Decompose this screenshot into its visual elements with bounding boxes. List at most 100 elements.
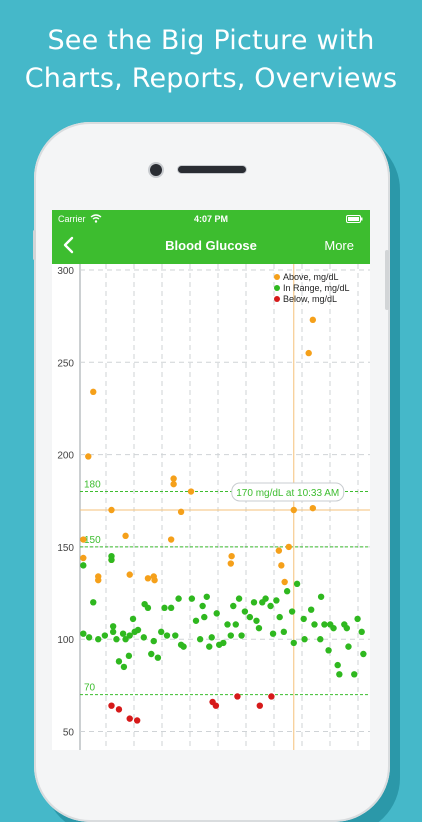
data-point: [276, 613, 283, 621]
legend-marker: [274, 296, 280, 302]
speaker-grille: [178, 166, 246, 173]
data-point: [309, 504, 317, 512]
data-point: [80, 562, 87, 569]
data-point: [175, 595, 182, 602]
data-point: [170, 475, 177, 482]
chart-grid: [79, 264, 370, 750]
reference-lines: 180 150 70: [80, 480, 370, 696]
data-point: [283, 588, 291, 595]
legend-marker: [274, 285, 280, 291]
data-point: [317, 593, 325, 600]
data-point: [246, 613, 254, 621]
data-point: [278, 562, 285, 569]
data-point: [85, 634, 93, 641]
data-point: [140, 634, 147, 641]
data-point: [354, 615, 361, 623]
status-time: 4:07 PM: [193, 214, 228, 224]
data-point: [119, 630, 127, 637]
data-point: [101, 632, 109, 639]
data-point: [80, 554, 87, 562]
data-point: [285, 543, 292, 551]
data-point: [293, 580, 301, 588]
chevron-left-icon[interactable]: [62, 236, 74, 254]
data-point: [224, 621, 231, 628]
data-point: [267, 602, 274, 610]
data-point: [281, 578, 288, 586]
data-point: [230, 602, 237, 610]
data-point: [95, 636, 102, 643]
camera-icon: [150, 164, 162, 176]
data-point: [360, 650, 367, 658]
data-point: [120, 663, 128, 671]
reference-line-label: 180: [84, 480, 101, 491]
headline: See the Big Picture with Charts, Reports…: [0, 22, 422, 98]
data-point: [220, 639, 227, 647]
data-point: [90, 388, 97, 396]
y-axis-labels: 300 250 200 150 100 50: [57, 266, 74, 739]
data-point: [134, 626, 142, 634]
data-point: [150, 637, 157, 645]
data-point: [108, 506, 115, 514]
reference-line-label: 150: [84, 535, 101, 546]
data-point: [269, 630, 277, 637]
legend-marker: [274, 274, 280, 280]
data-point: [241, 608, 249, 615]
tooltip-text: 170 mg/dL at 10:33 AM: [236, 488, 339, 499]
data-point: [255, 624, 263, 632]
data-point: [227, 560, 234, 567]
data-point: [325, 647, 332, 654]
data-point: [144, 575, 152, 582]
data-point: [85, 453, 92, 460]
data-point: [358, 628, 365, 636]
app-screen: Carrier 4:07 PM Blood Glucose More 300 25…: [52, 210, 370, 750]
data-point: [125, 652, 133, 660]
data-point: [187, 488, 195, 495]
data-point: [90, 599, 97, 606]
data-point: [301, 636, 308, 643]
data-point: [108, 556, 115, 564]
data-points: [80, 316, 367, 724]
tooltip-bubble: [231, 482, 345, 502]
data-point: [234, 693, 241, 700]
reference-line-label: 70: [84, 683, 96, 694]
data-point: [290, 639, 297, 647]
data-point: [253, 617, 260, 624]
data-point: [238, 632, 245, 639]
data-point: [235, 595, 243, 602]
data-point: [196, 636, 204, 643]
data-point: [336, 671, 343, 678]
data-point: [227, 632, 234, 639]
data-point: [80, 630, 87, 637]
headline-line1: See the Big Picture with: [47, 25, 375, 56]
data-point: [129, 615, 137, 623]
data-point: [199, 602, 206, 610]
data-point: [232, 621, 239, 628]
data-point: [154, 654, 162, 661]
more-button[interactable]: More: [324, 238, 354, 253]
data-point: [345, 643, 352, 650]
data-point: [311, 621, 318, 628]
data-point: [201, 613, 208, 621]
data-point: [126, 715, 133, 722]
glucose-scatter-chart[interactable]: 300 250 200 150 100 50 180 150 70 Above, mg/dLI…: [52, 264, 370, 750]
y-tick-label: 200: [57, 451, 74, 462]
data-point: [144, 604, 152, 612]
data-point: [151, 576, 158, 584]
data-point: [95, 573, 102, 580]
battery-charging-icon: [346, 215, 363, 223]
data-point: [300, 615, 307, 623]
data-point: [113, 636, 120, 643]
y-tick-label: 100: [57, 635, 74, 646]
selection-crosshair: [80, 264, 370, 750]
headline-line2: Charts, Reports, Overviews: [24, 63, 398, 94]
legend-label: In Range, mg/dL: [283, 283, 350, 293]
data-point: [161, 604, 168, 612]
data-point: [180, 643, 187, 650]
data-point: [334, 661, 341, 669]
data-point: [262, 595, 269, 602]
data-point: [288, 608, 296, 615]
data-point: [343, 624, 350, 632]
data-point: [192, 617, 200, 624]
data-point: [188, 595, 196, 602]
